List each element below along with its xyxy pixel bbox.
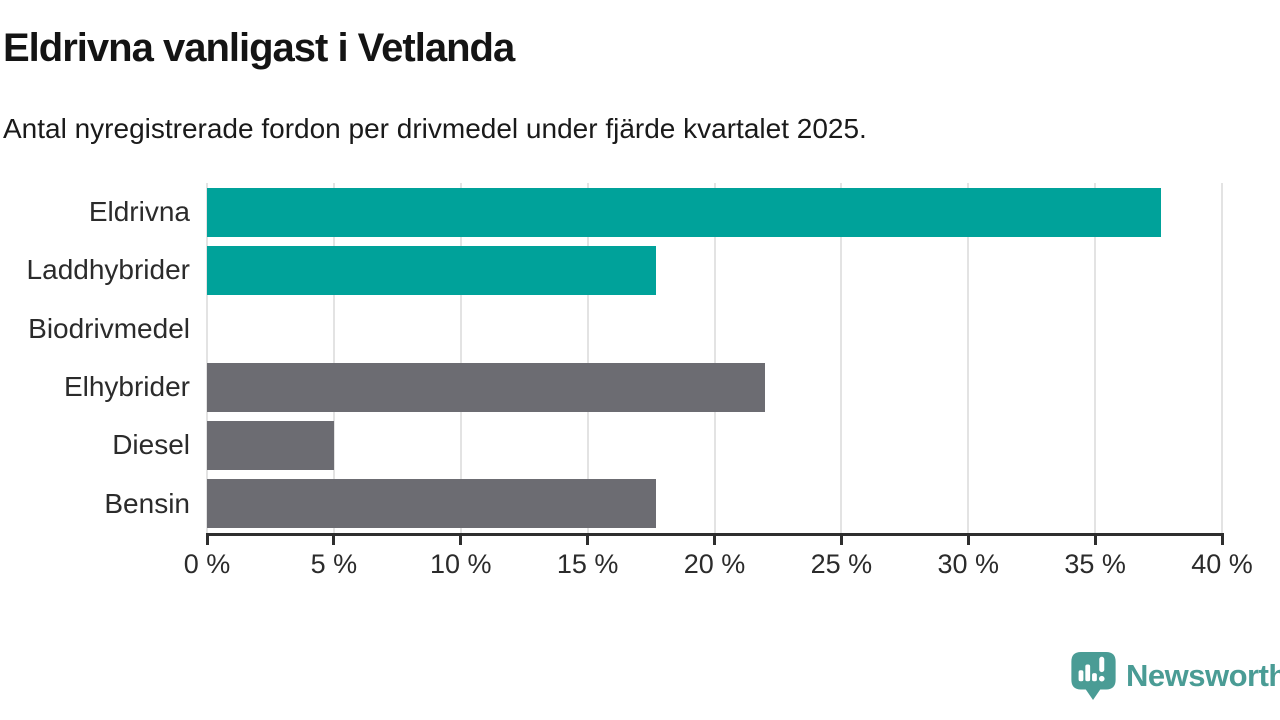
bar-bensin [207,479,657,529]
x-tick-label-20-percent: 20 % [683,549,746,579]
category-label-biodrivmedel: Biodrivmedel [28,312,190,344]
x-tick-5-percent [332,535,336,545]
gridline-40-percent [1221,183,1223,533]
x-tick-label-5-percent: 5 % [310,549,358,579]
category-label-laddhybrider: Laddhybrider [26,254,190,286]
gridline-5-percent [332,183,335,533]
x-tick-label-10-percent: 10 % [429,549,492,579]
x-tick-40-percent [1220,535,1224,545]
category-label-eldrivna: Eldrivna [88,196,190,228]
x-tick-0-percent [205,535,209,545]
bar-elhybrider [207,362,766,412]
x-tick-label-40-percent: 40 % [1191,549,1253,579]
x-tick-label-15-percent: 15 % [556,549,619,579]
x-tick-20-percent [713,535,716,545]
x-tick-10-percent [459,535,463,545]
category-label-diesel: Diesel [112,429,190,461]
gridline-0-percent [206,183,208,533]
newsworthy-logo: Newsworthy [1070,651,1280,701]
gridline-25-percent [840,183,843,533]
bar-eldrivna [207,187,1162,237]
x-axis-line [206,533,1224,536]
chart-subtitle: Antal nyregistrerade fordon per drivmede… [3,113,867,144]
x-tick-label-35-percent: 35 % [1064,549,1126,579]
bar-diesel [207,420,334,470]
plot-area [206,183,1223,533]
x-tick-25-percent [839,535,843,545]
y-axis-category-labels: Eldrivna Laddhybrider Biodrivmedel Elhybrid… [0,183,190,533]
gridline-20-percent [713,183,716,533]
x-tick-label-30-percent: 30 % [937,549,1000,579]
newsworthy-logo-text: Newsworthy [1126,658,1280,693]
x-tick-30-percent [966,535,970,545]
gridline-15-percent [586,183,589,533]
newsworthy-logo-icon [1070,651,1117,701]
x-tick-label-25-percent: 25 % [810,549,873,579]
x-tick-label-0-percent: 0 % [183,549,231,579]
gridline-35-percent [1094,183,1097,533]
gridline-10-percent [459,183,462,533]
chart-title: Eldrivna vanligast i Vetlanda [3,26,515,70]
bar-laddhybrider [207,245,657,295]
category-label-bensin: Bensin [104,487,190,519]
x-tick-35-percent [1093,535,1097,545]
category-label-elhybrider: Elhybrider [63,371,190,403]
x-tick-15-percent [586,535,590,545]
gridline-30-percent [967,183,970,533]
